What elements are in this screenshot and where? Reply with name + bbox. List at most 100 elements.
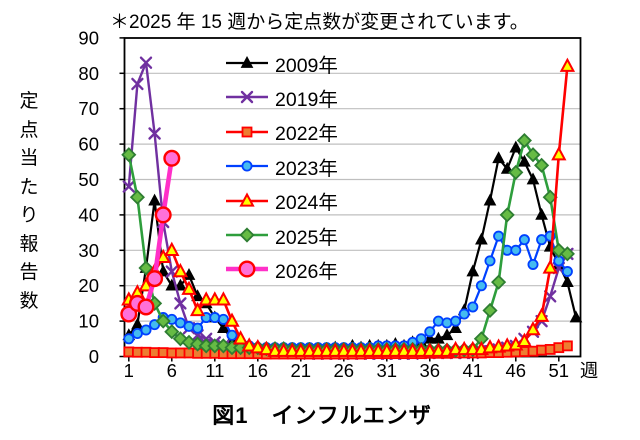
data-point-marker xyxy=(475,280,487,292)
data-point-marker xyxy=(131,346,143,358)
data-point-marker xyxy=(484,255,496,267)
data-point-marker xyxy=(559,246,575,262)
data-point-marker xyxy=(120,305,138,323)
data-point-marker xyxy=(424,326,436,338)
data-point-marker xyxy=(450,315,462,327)
data-point-marker xyxy=(140,346,152,358)
data-point-marker xyxy=(172,331,188,347)
data-point-marker xyxy=(215,291,232,306)
data-point-marker xyxy=(155,313,171,329)
data-point-marker xyxy=(525,147,541,163)
y-tick-label: 10 xyxy=(78,311,99,332)
data-point-marker xyxy=(440,328,454,341)
data-point-marker xyxy=(157,347,169,359)
data-point-marker xyxy=(215,338,231,354)
x-tick-label: 11 xyxy=(205,360,224,381)
data-point-marker xyxy=(508,164,524,180)
data-point-marker xyxy=(527,345,539,357)
data-point-marker xyxy=(510,244,522,256)
data-point-marker xyxy=(516,332,533,347)
data-point-marker xyxy=(509,140,523,153)
data-point-marker xyxy=(183,320,195,332)
x-tick-label: 21 xyxy=(291,360,312,381)
x-tick-label: 26 xyxy=(334,360,355,381)
data-point-marker xyxy=(148,127,161,140)
data-point-marker xyxy=(190,336,206,352)
data-point-marker xyxy=(163,149,181,167)
data-point-marker xyxy=(559,57,576,72)
data-point-marker xyxy=(258,340,275,356)
data-point-marker xyxy=(189,301,206,317)
data-point-marker xyxy=(535,207,548,220)
data-point-marker xyxy=(551,242,567,258)
data-point-marker xyxy=(164,324,180,340)
data-point-marker xyxy=(241,337,257,352)
data-point-marker xyxy=(518,234,530,246)
data-point-marker xyxy=(209,312,221,324)
y-tick-label: 20 xyxy=(78,275,99,296)
data-point-marker xyxy=(192,322,204,334)
data-point-marker xyxy=(482,302,498,319)
data-point-marker xyxy=(553,342,565,354)
data-point-marker xyxy=(525,320,541,336)
data-point-marker xyxy=(174,297,187,310)
y-tick-label: 0 xyxy=(89,346,99,367)
y-tick-label: 70 xyxy=(78,98,99,119)
data-point-marker xyxy=(466,264,480,277)
data-point-marker xyxy=(224,312,240,327)
data-point-marker xyxy=(181,280,197,295)
data-point-marker xyxy=(232,330,249,345)
data-point-marker xyxy=(491,274,507,290)
x-tick-label: 31 xyxy=(377,360,398,381)
data-point-marker xyxy=(138,260,154,276)
data-point-marker xyxy=(121,147,137,163)
data-point-marker xyxy=(499,207,515,223)
series-2024年 xyxy=(121,57,576,357)
x-tick-label: 1 xyxy=(124,360,134,381)
y-tick-label: 60 xyxy=(78,134,99,155)
data-point-marker xyxy=(561,275,574,287)
y-tick-label: 80 xyxy=(78,63,99,84)
data-point-marker xyxy=(467,301,479,313)
data-point-marker xyxy=(146,270,164,288)
data-point-marker xyxy=(123,333,135,345)
data-point-marker xyxy=(551,146,567,161)
data-point-marker xyxy=(544,344,556,355)
data-point-marker xyxy=(458,308,470,320)
data-point-marker xyxy=(226,329,238,341)
data-point-marker xyxy=(123,346,135,358)
data-point-marker xyxy=(172,262,189,278)
data-point-marker xyxy=(536,344,547,356)
data-point-marker xyxy=(166,347,178,359)
data-point-marker xyxy=(148,193,161,206)
data-point-marker xyxy=(492,151,505,164)
data-point-marker xyxy=(140,324,152,336)
data-point-marker xyxy=(139,56,153,69)
data-point-marker xyxy=(542,259,558,274)
x-tick-label: 36 xyxy=(420,360,441,381)
y-axis-title: 定点当たり報告数 xyxy=(19,91,39,312)
x-tick-label: 16 xyxy=(248,360,269,381)
data-point-marker xyxy=(493,230,505,242)
y-tick-label: 30 xyxy=(78,240,99,261)
x-tick-label: 46 xyxy=(506,360,527,381)
x-tick-label: 51 xyxy=(549,360,570,381)
series-line xyxy=(127,139,568,352)
chart-note: ＊2025 年 15 週から定点数が変更されています。 xyxy=(110,12,529,33)
data-point-marker xyxy=(174,347,186,359)
data-point-marker xyxy=(526,172,540,185)
y-tick-label: 40 xyxy=(78,204,99,225)
plot-border xyxy=(123,37,582,358)
x-axis-unit-label: 週 xyxy=(580,360,599,381)
data-point-marker xyxy=(129,189,145,205)
data-point-marker xyxy=(562,340,573,352)
data-point-marker xyxy=(441,317,453,329)
chart-caption: 図1 インフルエンザ xyxy=(212,403,432,428)
x-tick-label: 41 xyxy=(463,360,484,381)
data-point-marker xyxy=(155,248,171,264)
data-point-marker xyxy=(217,321,230,333)
data-point-marker xyxy=(518,154,531,167)
data-point-marker xyxy=(174,278,187,291)
